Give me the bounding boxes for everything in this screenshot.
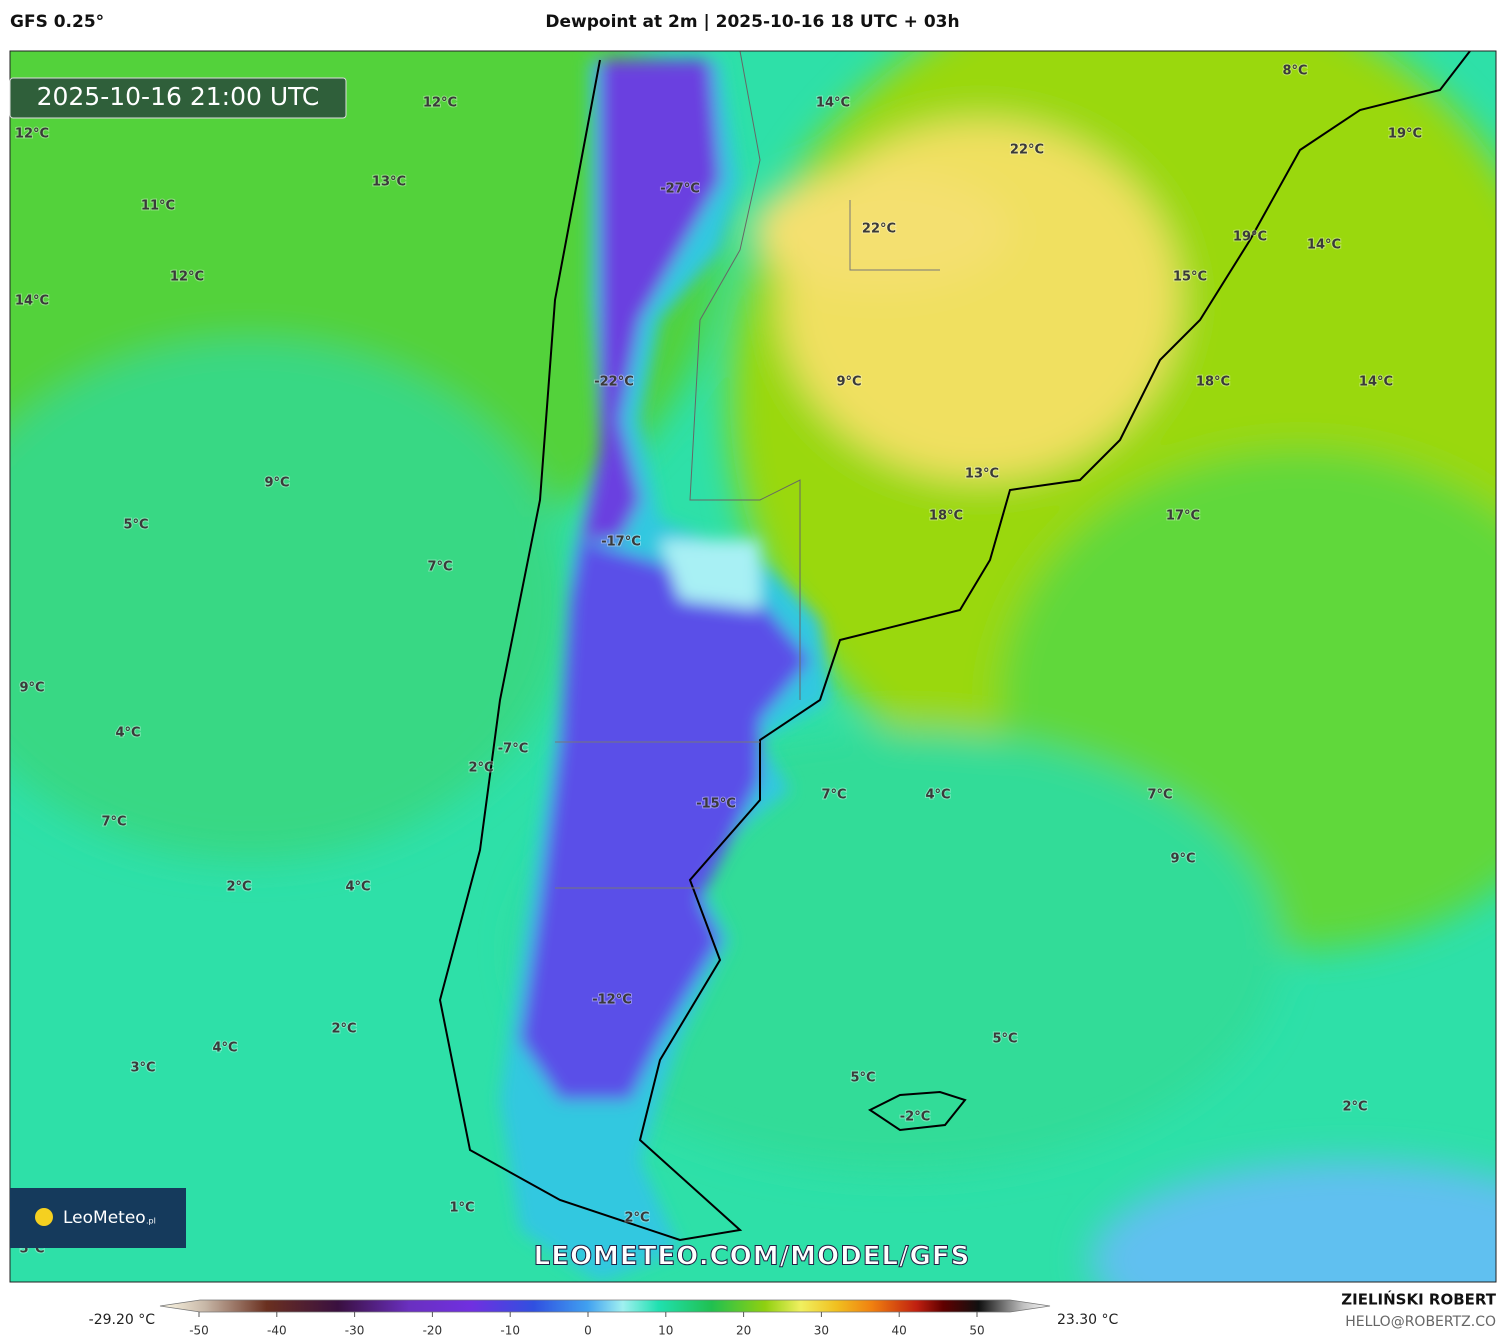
temperature-label: 17°C xyxy=(1166,509,1200,524)
colorbar-tick-label: 50 xyxy=(969,1324,984,1338)
logo-sun xyxy=(35,1208,53,1226)
contact: HELLO@ROBERTZ.CO xyxy=(1345,1314,1496,1330)
logo-name: LeoMeteo xyxy=(63,1208,146,1228)
colorbar-max: 23.30 °C xyxy=(1057,1312,1119,1328)
temperature-label: 19°C xyxy=(1233,230,1267,245)
colorbar xyxy=(159,1299,1051,1313)
temperature-label: 22°C xyxy=(1010,143,1044,158)
temperature-label: 13°C xyxy=(965,467,999,482)
temperature-label: 2°C xyxy=(226,880,251,895)
temperature-label: 2°C xyxy=(624,1211,649,1226)
colorbar-min: -29.20 °C xyxy=(89,1312,156,1328)
temperature-label: 14°C xyxy=(816,96,850,111)
temperature-label: 4°C xyxy=(115,726,140,741)
temperature-label: 1°C xyxy=(449,1201,474,1216)
temperature-label: 4°C xyxy=(345,880,370,895)
temperature-label: 18°C xyxy=(1196,375,1230,390)
colorbar-tick-label: -20 xyxy=(423,1324,443,1338)
temperature-label: 2°C xyxy=(331,1022,356,1037)
colorbar-tick-label: 0 xyxy=(584,1324,592,1338)
temperature-label: 13°C xyxy=(372,175,406,190)
colorbar-tick-label: 10 xyxy=(658,1324,673,1338)
temperature-label: -12°C xyxy=(592,993,632,1008)
temperature-label: 9°C xyxy=(264,476,289,491)
temperature-label: -22°C xyxy=(594,375,634,390)
temperature-label: 3°C xyxy=(130,1061,155,1076)
timestamp: 2025-10-16 21:00 UTC xyxy=(37,82,320,111)
temperature-label: 14°C xyxy=(15,294,49,309)
temperature-label: 12°C xyxy=(423,96,457,111)
temperature-label: 4°C xyxy=(212,1041,237,1056)
colorbar-tick-label: 20 xyxy=(736,1324,751,1338)
temperature-label: 12°C xyxy=(170,270,204,285)
temperature-label: 14°C xyxy=(1307,238,1341,253)
temperature-label: -15°C xyxy=(696,797,736,812)
colorbar-tick-label: -10 xyxy=(500,1324,520,1338)
temperature-label: 15°C xyxy=(1173,270,1207,285)
model-name: GFS 0.25° xyxy=(10,12,105,32)
watermark: LEOMETEO.COM/MODEL/GFS xyxy=(534,1242,971,1272)
temperature-label: 2°C xyxy=(1342,1100,1367,1115)
logo-suffix: .pl xyxy=(146,1217,156,1226)
temperature-label: 2°C xyxy=(468,761,493,776)
author: ZIELIŃSKI ROBERT xyxy=(1341,1290,1496,1309)
colorbar-tick-label: -40 xyxy=(267,1324,287,1338)
temperature-label: 18°C xyxy=(929,509,963,524)
colorbar-tick-label: 30 xyxy=(814,1324,829,1338)
temperature-label: 7°C xyxy=(821,788,846,803)
temperature-label: 19°C xyxy=(1388,127,1422,142)
temperature-label: 9°C xyxy=(836,375,861,390)
temperature-label: 7°C xyxy=(101,815,126,830)
temperature-label: -2°C xyxy=(900,1110,930,1125)
temperature-label: 5°C xyxy=(123,518,148,533)
timestamp-box xyxy=(9,77,347,119)
colorbar-tick-label: -30 xyxy=(345,1324,365,1338)
temperature-label: 5°C xyxy=(992,1032,1017,1047)
temperature-label: 8°C xyxy=(1282,64,1307,79)
temperature-label: 4°C xyxy=(925,788,950,803)
temperature-label: 22°C xyxy=(862,222,896,237)
map-frame xyxy=(9,50,1497,1283)
colorbar-tick-label: 40 xyxy=(892,1324,907,1338)
temperature-label: 11°C xyxy=(141,199,175,214)
temperature-label: 7°C xyxy=(1147,788,1172,803)
temperature-label: 12°C xyxy=(15,127,49,142)
temperature-label: -7°C xyxy=(498,742,528,757)
temperature-label: 14°C xyxy=(1359,375,1393,390)
temperature-label: 9°C xyxy=(1170,852,1195,867)
temperature-label: 7°C xyxy=(427,560,452,575)
colorbar-tick-label: -50 xyxy=(189,1324,209,1338)
temperature-label: 9°C xyxy=(19,681,44,696)
temperature-label: -27°C xyxy=(660,182,700,197)
map-title: Dewpoint at 2m | 2025-10-16 18 UTC + 03h xyxy=(545,12,960,32)
temperature-label: 5°C xyxy=(850,1071,875,1086)
temperature-label: -17°C xyxy=(601,535,641,550)
